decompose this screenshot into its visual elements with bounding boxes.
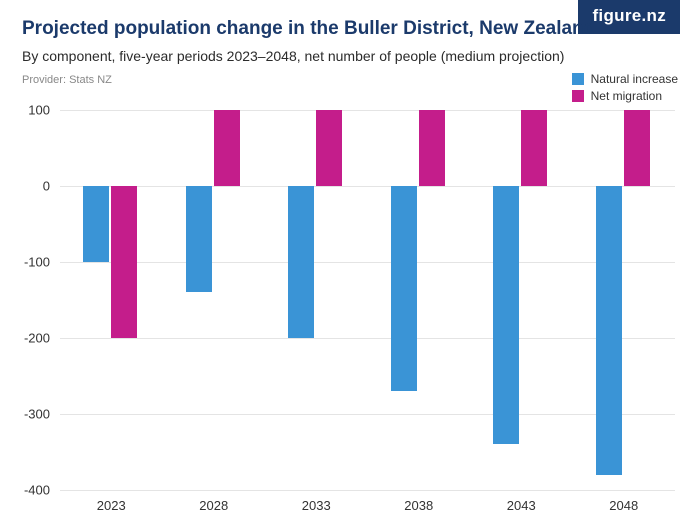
bar — [316, 110, 342, 186]
bar — [111, 186, 137, 338]
y-axis-tick: -200 — [10, 331, 60, 346]
x-axis-tick: 2023 — [97, 490, 126, 513]
chart-container: figure.nz Projected population change in… — [0, 0, 700, 525]
bar — [419, 110, 445, 186]
bar — [521, 110, 547, 186]
bar — [83, 186, 109, 262]
grid-line — [60, 262, 675, 263]
y-axis-tick: 0 — [10, 179, 60, 194]
grid-line — [60, 490, 675, 491]
chart-title: Projected population change in the Bulle… — [22, 18, 595, 40]
chart-subtitle: By component, five-year periods 2023–204… — [22, 48, 564, 64]
bar — [493, 186, 519, 444]
x-axis-tick: 2028 — [199, 490, 228, 513]
bar — [214, 110, 240, 186]
legend-swatch — [572, 73, 584, 85]
bar — [391, 186, 417, 391]
bar — [596, 186, 622, 475]
x-axis-tick: 2043 — [507, 490, 536, 513]
x-axis-tick: 2048 — [609, 490, 638, 513]
y-axis-tick: -300 — [10, 407, 60, 422]
grid-line — [60, 186, 675, 187]
legend-item: Net migration — [572, 89, 678, 103]
plot-area: 1000-100-200-300-40020232028203320382043… — [60, 110, 675, 490]
x-axis-tick: 2038 — [404, 490, 433, 513]
bar — [186, 186, 212, 292]
provider-label: Provider: Stats NZ — [22, 74, 112, 86]
legend-label: Net migration — [591, 89, 662, 103]
grid-line — [60, 414, 675, 415]
legend: Natural increase Net migration — [572, 72, 678, 106]
grid-line — [60, 338, 675, 339]
bar — [624, 110, 650, 186]
grid-line — [60, 110, 675, 111]
y-axis-tick: -100 — [10, 255, 60, 270]
x-axis-tick: 2033 — [302, 490, 331, 513]
y-axis-tick: -400 — [10, 483, 60, 498]
legend-item: Natural increase — [572, 72, 678, 86]
legend-swatch — [572, 90, 584, 102]
legend-label: Natural increase — [591, 72, 678, 86]
y-axis-tick: 100 — [10, 103, 60, 118]
bar — [288, 186, 314, 338]
